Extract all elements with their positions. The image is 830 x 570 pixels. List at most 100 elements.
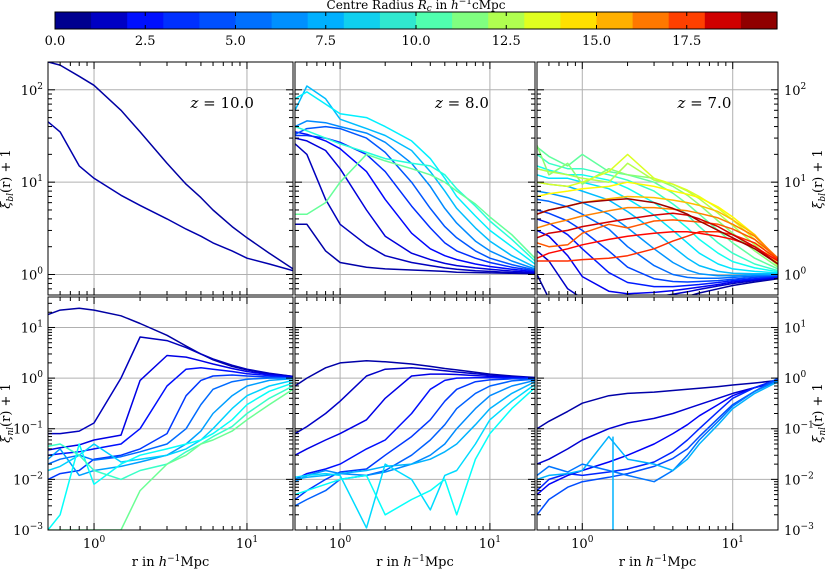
series-line — [537, 250, 778, 295]
y-tick-label: 101 — [784, 174, 806, 191]
series-line — [48, 379, 293, 472]
x-axis-label-pre: r in — [132, 555, 159, 570]
colorbar-segment — [91, 12, 128, 29]
y-axis-label-sym: ξ — [0, 201, 14, 209]
series-line — [537, 231, 778, 262]
colorbar-segment — [271, 12, 309, 29]
series-line — [48, 307, 293, 378]
x-tick-label: 101 — [236, 535, 258, 552]
y-tick-label: 100 — [21, 267, 44, 284]
colorbar: 0.0 2.5 5.0 7.5 10.0 12.5 15.0 17.5 Centre Radiu… — [45, 0, 778, 49]
y-axis-label-bottom: ξnl(r) + 1 — [811, 383, 828, 443]
series-group — [537, 377, 778, 530]
x-axis-label-h: h — [403, 555, 411, 570]
x-tick-label-exp: 1 — [495, 535, 501, 545]
y-axis-label-bottom: ξnl(r) + 1 — [0, 383, 16, 443]
series-line — [295, 153, 535, 259]
series-line — [295, 367, 535, 435]
y-tick-label-base: 10 — [21, 372, 38, 387]
series-line — [48, 377, 293, 465]
x-axis-label-exp: −1 — [654, 554, 667, 564]
series-group — [537, 145, 778, 295]
y-tick-label-exp: 2 — [801, 82, 807, 92]
series-line — [295, 387, 535, 516]
series-line — [537, 379, 778, 483]
y-tick-label: 100 — [784, 267, 807, 284]
y-tick-label-exp: −3 — [801, 522, 815, 532]
x-tick-label-base: 10 — [236, 537, 253, 552]
y-tick-label-base: 10 — [784, 176, 801, 191]
y-tick-label-base: 10 — [784, 372, 801, 387]
series-line — [48, 388, 293, 530]
y-tick-label: 100 — [784, 370, 807, 387]
series-group — [48, 307, 293, 530]
colorbar-tick-label: 7.5 — [315, 34, 336, 49]
series-line — [48, 336, 293, 435]
axis-labels: r in h−1Mpc r in h−1Mpc r in h−1Mpcξbl(r) … — [0, 149, 828, 570]
series-line — [295, 137, 535, 274]
series-line — [537, 206, 778, 259]
colorbar-tick-label: 5.0 — [225, 34, 246, 49]
series-line — [295, 379, 535, 483]
colorbar-segment — [632, 12, 670, 29]
x-axis-label-pre: r in — [376, 555, 403, 570]
y-axis-label-sym: ξ — [0, 435, 14, 443]
x-axis-label: r in h−1Mpc — [376, 554, 454, 570]
y-tick-label: 10−2 — [13, 471, 43, 488]
series-line — [48, 382, 293, 530]
y-tick-label-exp: −1 — [30, 421, 43, 431]
series-line — [295, 131, 535, 273]
x-tick-label: 100 — [571, 535, 594, 552]
series-line — [48, 374, 293, 481]
series-line — [295, 120, 535, 270]
colorbar-segment — [235, 12, 273, 29]
x-tick-label-exp: 0 — [588, 535, 594, 545]
y-axis-label-top: ξbl(r) + 1 — [0, 149, 16, 209]
ticks — [294, 296, 536, 531]
colorbar-tick-label: 17.5 — [672, 34, 701, 49]
series-line — [537, 198, 778, 280]
series-line — [295, 381, 535, 481]
y-tick-label-base: 10 — [784, 423, 801, 438]
colorbar-segment — [55, 12, 92, 29]
panel-frame — [536, 61, 779, 296]
series-line — [295, 377, 535, 501]
series-group — [295, 85, 535, 275]
x-tick-label-exp: 0 — [99, 535, 105, 545]
y-tick-label-base: 10 — [784, 321, 801, 336]
series-line — [48, 62, 293, 270]
y-tick-label-base: 10 — [784, 473, 801, 488]
series-line — [537, 274, 778, 295]
y-tick-label-base: 10 — [784, 269, 801, 284]
series-line — [295, 134, 535, 272]
y-axis-label-rest: (r) + 1 — [811, 383, 826, 427]
colorbar-title-mid: in — [432, 0, 451, 12]
y-axis-label-sub: bl — [818, 193, 828, 202]
y-tick-label: 10−3 — [784, 522, 814, 539]
x-tick-label-base: 10 — [722, 537, 739, 552]
series-line — [537, 181, 778, 263]
y-tick-label: 102 — [784, 82, 806, 99]
y-tick-label: 10−2 — [784, 471, 814, 488]
colorbar-segment — [704, 12, 742, 29]
series-line — [537, 219, 778, 259]
series-line — [537, 231, 778, 262]
panel-frame — [536, 296, 779, 531]
colorbar-title-unit: cMpc — [472, 0, 506, 12]
y-tick-label: 10−1 — [784, 421, 814, 438]
series-group — [48, 62, 293, 272]
colorbar-segment — [668, 12, 706, 29]
x-axis-label: r in h−1Mpc — [132, 554, 210, 570]
y-axis-label-rest: (r) + 1 — [0, 149, 14, 193]
colorbar-segment — [488, 12, 525, 29]
colorbar-segment — [740, 12, 778, 29]
y-tick-label-base: 10 — [21, 84, 38, 99]
x-tick-label: 100 — [329, 535, 352, 552]
colorbar-segment — [163, 12, 200, 29]
series-line — [48, 385, 293, 481]
y-tick-label-exp: −3 — [30, 522, 44, 532]
y-axis-label-sym: ξ — [811, 201, 826, 209]
